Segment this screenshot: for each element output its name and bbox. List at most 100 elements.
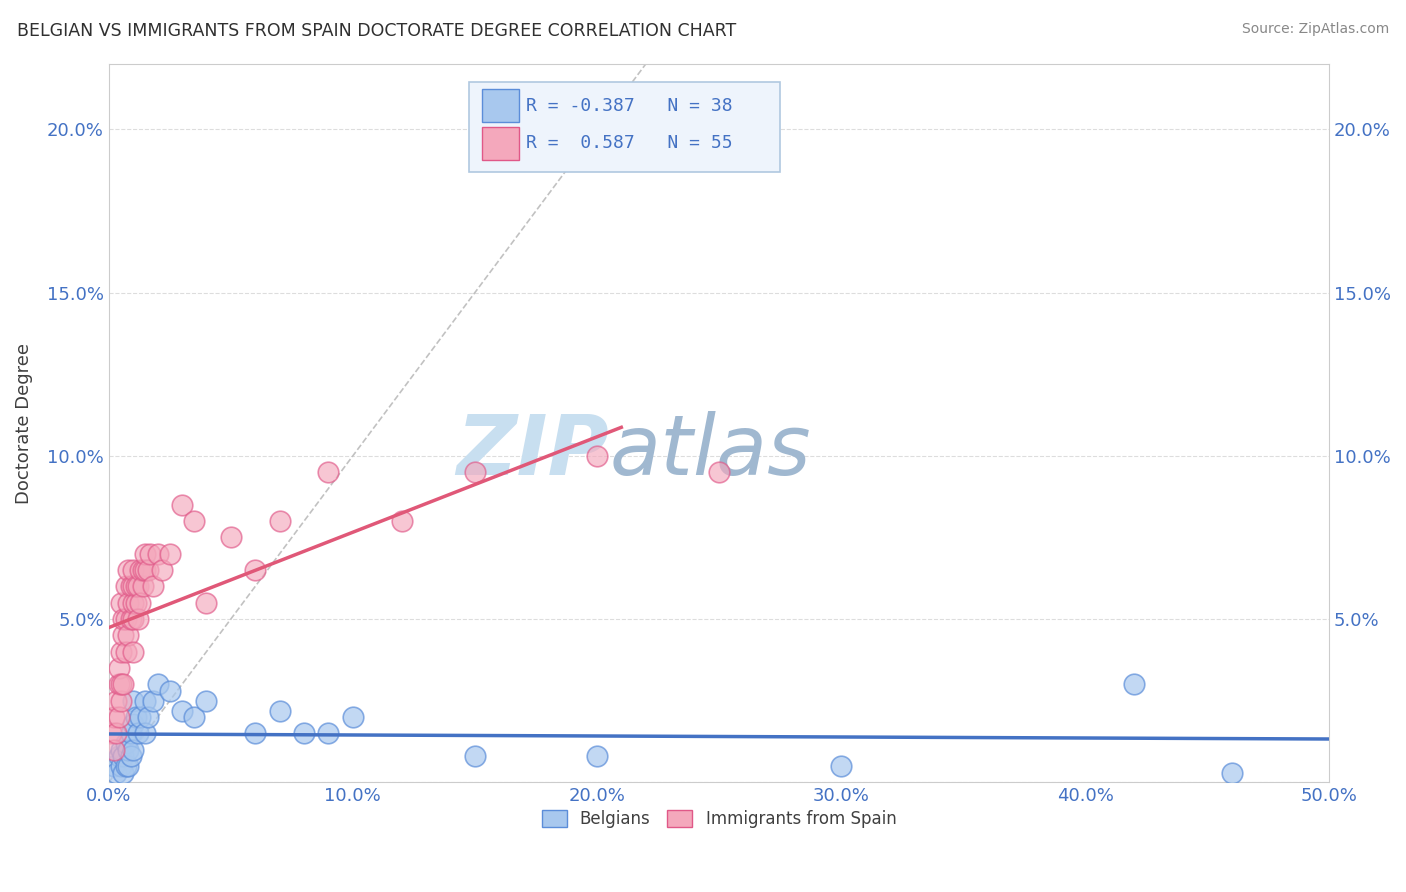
Point: [139, 547, 162, 561]
Point: [318, 726, 340, 740]
Text: atlas: atlas: [609, 411, 811, 492]
Point: [103, 759, 125, 773]
Point: [195, 596, 218, 610]
Point: [132, 563, 155, 577]
Point: [219, 531, 242, 545]
Point: [103, 710, 125, 724]
Point: [134, 563, 156, 577]
Point: [100, 726, 122, 740]
Point: [830, 759, 852, 773]
Point: [105, 726, 128, 740]
Point: [107, 661, 129, 675]
Text: R = -0.387   N = 38: R = -0.387 N = 38: [526, 96, 733, 115]
Point: [586, 749, 609, 764]
Point: [195, 694, 218, 708]
Point: [124, 579, 146, 593]
Point: [142, 579, 165, 593]
Point: [127, 612, 149, 626]
Point: [142, 694, 165, 708]
Point: [124, 710, 146, 724]
Point: [122, 694, 145, 708]
Point: [112, 628, 135, 642]
Point: [134, 726, 156, 740]
Point: [122, 645, 145, 659]
Point: [586, 449, 609, 463]
Point: [134, 547, 156, 561]
Point: [127, 726, 149, 740]
Point: [107, 749, 129, 764]
Point: [127, 579, 149, 593]
Point: [1122, 677, 1144, 691]
Point: [124, 596, 146, 610]
Point: [170, 704, 193, 718]
Point: [269, 704, 291, 718]
Point: [464, 465, 486, 479]
Text: Source: ZipAtlas.com: Source: ZipAtlas.com: [1241, 22, 1389, 37]
Point: [707, 465, 730, 479]
Point: [129, 563, 152, 577]
Point: [391, 514, 413, 528]
Point: [112, 612, 135, 626]
Point: [105, 694, 128, 708]
Text: ZIP: ZIP: [457, 411, 609, 492]
Text: BELGIAN VS IMMIGRANTS FROM SPAIN DOCTORATE DEGREE CORRELATION CHART: BELGIAN VS IMMIGRANTS FROM SPAIN DOCTORA…: [17, 22, 737, 40]
FancyBboxPatch shape: [482, 89, 519, 122]
Point: [114, 736, 136, 750]
Point: [114, 612, 136, 626]
Point: [120, 726, 142, 740]
Point: [129, 596, 152, 610]
Point: [114, 645, 136, 659]
Point: [117, 759, 139, 773]
Point: [134, 694, 156, 708]
Legend: Belgians, Immigrants from Spain: Belgians, Immigrants from Spain: [534, 804, 903, 835]
Point: [132, 579, 155, 593]
Point: [122, 563, 145, 577]
Point: [129, 710, 152, 724]
Point: [342, 710, 364, 724]
Point: [183, 710, 205, 724]
Point: [112, 677, 135, 691]
Point: [120, 749, 142, 764]
Point: [120, 579, 142, 593]
Point: [122, 596, 145, 610]
Text: R =  0.587   N = 55: R = 0.587 N = 55: [526, 134, 733, 152]
Point: [107, 710, 129, 724]
Point: [122, 716, 145, 731]
Point: [110, 645, 132, 659]
Point: [146, 677, 169, 691]
FancyBboxPatch shape: [468, 82, 780, 172]
Point: [112, 749, 135, 764]
Point: [152, 563, 174, 577]
Point: [159, 684, 181, 698]
Point: [146, 547, 169, 561]
Point: [110, 742, 132, 756]
Point: [170, 498, 193, 512]
Point: [136, 563, 159, 577]
Point: [120, 612, 142, 626]
Point: [159, 547, 181, 561]
Point: [245, 563, 267, 577]
Point: [112, 765, 135, 780]
Point: [1220, 765, 1243, 780]
Point: [245, 726, 267, 740]
Point: [110, 694, 132, 708]
Point: [114, 579, 136, 593]
Point: [110, 677, 132, 691]
Y-axis label: Doctorate Degree: Doctorate Degree: [15, 343, 32, 504]
Point: [318, 465, 340, 479]
Point: [122, 742, 145, 756]
Point: [110, 759, 132, 773]
Point: [269, 514, 291, 528]
Point: [122, 579, 145, 593]
Point: [183, 514, 205, 528]
Point: [114, 759, 136, 773]
Point: [117, 563, 139, 577]
FancyBboxPatch shape: [482, 127, 519, 160]
Point: [117, 596, 139, 610]
Point: [107, 677, 129, 691]
Point: [122, 612, 145, 626]
Point: [464, 749, 486, 764]
Point: [136, 710, 159, 724]
Point: [103, 742, 125, 756]
Point: [117, 742, 139, 756]
